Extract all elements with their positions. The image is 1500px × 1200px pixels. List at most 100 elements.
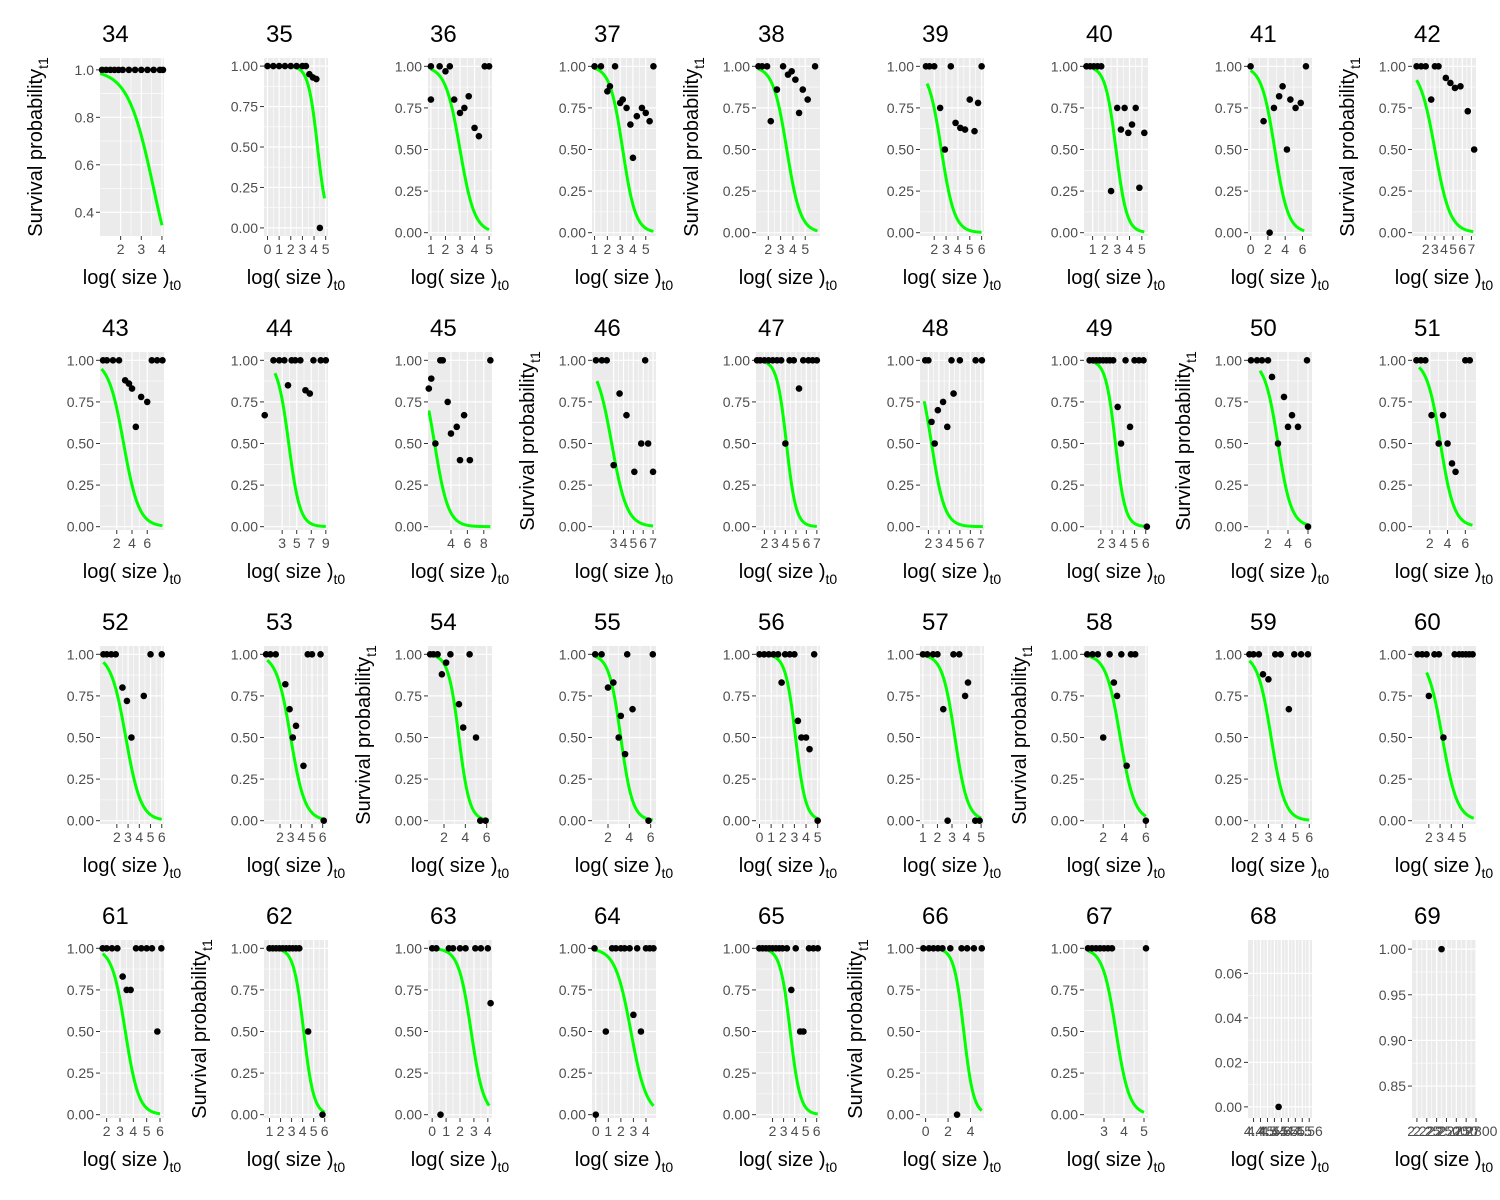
data-point bbox=[758, 63, 766, 70]
x-axis-label-subscript: t0 bbox=[826, 277, 838, 293]
facet-panel-67: 0.00 0.25 0.50 0.75 1.00 3 4 5 67 log( size )t0 bbox=[984, 882, 1166, 1176]
fitted-survival-curve bbox=[266, 659, 327, 821]
y-tick-label: 0.4 bbox=[75, 204, 95, 220]
y-tick-label: 0.25 bbox=[67, 771, 94, 787]
y-tick-label: 0.50 bbox=[723, 435, 750, 451]
data-point bbox=[646, 117, 653, 125]
data-point bbox=[482, 817, 489, 824]
data-point bbox=[158, 945, 165, 952]
x-tick-label: 4 bbox=[1284, 535, 1292, 551]
x-axis-label: log( size )t0 bbox=[903, 855, 1002, 881]
fitted-survival-curve bbox=[1087, 949, 1145, 1114]
facet-panel-36: 0.00 0.25 0.50 0.75 1.00 1 2 3 4 5 36 log( size )t0 bbox=[328, 0, 510, 294]
x-axis-label-subscript: t0 bbox=[170, 571, 182, 587]
facet-svg: 0.00 0.25 0.50 0.75 1.00 1 2 3 4 5 40 log( size )t0 bbox=[1051, 21, 1166, 293]
data-point bbox=[591, 945, 598, 952]
facet-panel-62: 0.00 0.25 0.50 0.75 1.00 1 2 3 4 5 6 62 log( size )t… bbox=[164, 882, 345, 1176]
grid-lines bbox=[428, 352, 492, 530]
y-tick-label: 0.75 bbox=[559, 688, 586, 704]
data-point bbox=[597, 63, 605, 70]
facet-title: 60 bbox=[1414, 609, 1441, 636]
y-tick-label: 0.50 bbox=[231, 729, 258, 745]
fitted-survival-curve bbox=[1418, 366, 1473, 527]
x-tick-label: 6 bbox=[639, 535, 647, 551]
data-point bbox=[650, 945, 657, 952]
data-points bbox=[1275, 1103, 1282, 1111]
y-tick-label: 0.75 bbox=[1379, 394, 1406, 410]
x-tick-label: 4 bbox=[967, 1123, 975, 1139]
data-point bbox=[813, 357, 821, 364]
data-point bbox=[792, 945, 800, 952]
data-point bbox=[610, 679, 617, 686]
facet-svg: 0.00 0.25 0.50 0.75 1.00 2 3 4 5 6 53 log( size )t0 bbox=[231, 609, 346, 881]
x-tick-label: 1 bbox=[275, 241, 283, 257]
data-point bbox=[128, 734, 135, 741]
data-points bbox=[99, 357, 166, 431]
y-tick-label: 1.00 bbox=[67, 352, 94, 368]
x-axis-label-subscript: t0 bbox=[170, 865, 182, 881]
data-point bbox=[928, 418, 935, 426]
x-tick-label: 3 bbox=[948, 829, 956, 845]
y-tick-label: 1.00 bbox=[1051, 940, 1078, 956]
x-tick-label: 4 bbox=[1120, 1123, 1128, 1139]
x-tick-label: 5 bbox=[1138, 241, 1146, 257]
grid-lines bbox=[920, 352, 984, 530]
x-tick-label: 2.2 bbox=[1427, 1123, 1447, 1139]
x-tick-label: 4.5 bbox=[1286, 1123, 1306, 1139]
facet-svg: 0.85 0.90 0.95 1.00 2.22.252.22.25002.27502.… bbox=[1379, 903, 1498, 1175]
grid-lines bbox=[592, 940, 656, 1118]
x-tick-label: 3 bbox=[610, 535, 618, 551]
y-axis-label: Survival probabilityt1 bbox=[1009, 645, 1035, 825]
x-axis-label-subscript: t0 bbox=[826, 571, 838, 587]
data-point bbox=[308, 651, 316, 658]
y-tick-label: 0.50 bbox=[723, 141, 750, 157]
x-tick-label: 5 bbox=[956, 535, 964, 551]
facet-panel-63: 0.00 0.25 0.50 0.75 1.00 0 1 2 3 4 63 log( size )t0 bbox=[328, 882, 510, 1176]
x-tick-label: 4 bbox=[158, 241, 166, 257]
x-axis-label: log( size )t0 bbox=[575, 561, 674, 587]
data-points bbox=[1413, 63, 1478, 153]
facet-svg: 0.00 0.25 0.50 0.75 1.00 2 4 6 58 log( size )t0 Su… bbox=[1009, 609, 1165, 881]
y-tick-label: 1.00 bbox=[1215, 58, 1242, 74]
facet-panel-55: 0.00 0.25 0.50 0.75 1.00 2 4 6 55 log( size )t0 bbox=[492, 588, 674, 882]
x-axis-label: log( size )t0 bbox=[739, 855, 838, 881]
x-tick-label: 2 bbox=[769, 1123, 777, 1139]
data-point bbox=[286, 705, 293, 713]
data-point bbox=[610, 461, 617, 469]
x-axis-label-subscript: t0 bbox=[1318, 865, 1330, 881]
facet-panel-69: 0.85 0.90 0.95 1.00 2.2 2.25 2.2 2.2500 2.2750 2.… bbox=[1312, 882, 1498, 1176]
y-tick-label: 0.50 bbox=[1051, 729, 1078, 745]
x-axis-label-subscript: t0 bbox=[990, 865, 1002, 881]
x-tick-label: 4 bbox=[128, 535, 136, 551]
y-tick-label: 0.25 bbox=[887, 183, 914, 199]
data-point bbox=[125, 66, 133, 74]
data-point bbox=[1427, 96, 1435, 103]
data-point bbox=[447, 651, 454, 658]
y-tick-label: 0.25 bbox=[559, 477, 586, 493]
grid-lines bbox=[756, 352, 820, 530]
data-point bbox=[1285, 705, 1293, 713]
data-point bbox=[1469, 651, 1476, 658]
data-point bbox=[1277, 651, 1284, 658]
data-point bbox=[788, 986, 795, 994]
x-axis-label-subscript: t0 bbox=[662, 277, 674, 293]
data-point bbox=[615, 734, 622, 741]
data-point bbox=[939, 705, 947, 713]
x-axis-label: log( size )t0 bbox=[1231, 855, 1330, 881]
y-tick-label: 0.25 bbox=[395, 477, 422, 493]
y-tick-label: 0.75 bbox=[395, 982, 422, 998]
facet-title: 61 bbox=[102, 903, 129, 930]
y-tick-label: 0.75 bbox=[723, 688, 750, 704]
x-tick-label: 4 bbox=[1447, 829, 1455, 845]
data-point bbox=[617, 712, 625, 720]
fitted-survival-curve bbox=[922, 400, 983, 529]
x-axis-label: log( size )t0 bbox=[247, 855, 346, 881]
x-axis-label-subscript: t0 bbox=[1482, 277, 1494, 293]
x-tick-label: 3 bbox=[470, 1123, 478, 1139]
data-points bbox=[1086, 357, 1151, 530]
x-tick-label: 8 bbox=[480, 535, 488, 551]
y-tick-label: 0.00 bbox=[231, 519, 258, 535]
x-tick-label: 6 bbox=[319, 829, 327, 845]
data-point bbox=[963, 945, 971, 952]
data-point bbox=[1451, 84, 1459, 92]
